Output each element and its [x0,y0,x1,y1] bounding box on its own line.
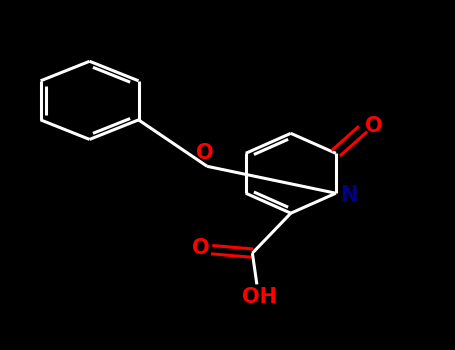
Text: O: O [365,116,383,135]
Text: O: O [192,238,209,258]
Text: O: O [196,143,214,163]
Text: OH: OH [242,287,277,307]
Text: N: N [340,185,357,205]
